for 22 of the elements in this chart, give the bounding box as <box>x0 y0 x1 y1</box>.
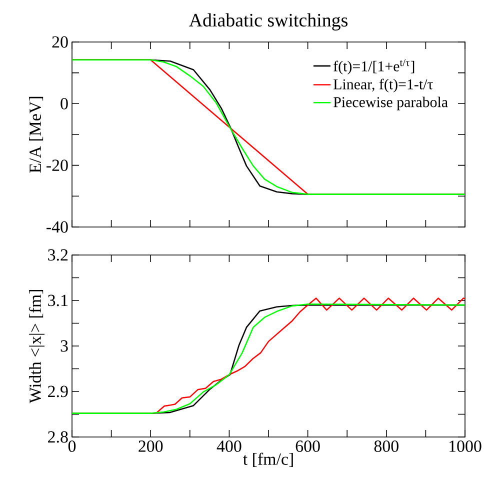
x-tick-label: 0 <box>68 440 76 452</box>
x-tick-label: 400 <box>216 440 242 452</box>
x-axis-title: t [fm/c] <box>243 452 293 467</box>
y-tick-label: 20 <box>52 36 68 48</box>
legend-label: Linear, f(t)=1-t/τ <box>334 78 433 92</box>
x-tick-label: 600 <box>296 440 320 452</box>
y-tick-label: 2.8 <box>48 431 68 443</box>
y-tick-label: -20 <box>46 160 68 172</box>
x-tick-label: 200 <box>138 440 163 452</box>
y-tick-label: 3 <box>60 340 68 352</box>
y-tick-label: 3.2 <box>48 249 68 261</box>
legend-label: Piecewise parabola <box>334 96 448 110</box>
legend-label: f(t)=1/[1+e$^{t/τ}$] <box>334 59 414 74</box>
y-axis-title: E/A [MeV] <box>29 96 44 173</box>
x-tick-label: 800 <box>374 440 398 452</box>
y-axis-title: Width <|x|> [fm] <box>28 290 44 404</box>
y-tick-label: 2.9 <box>48 386 68 398</box>
y-tick-label: 0 <box>60 98 68 110</box>
x-tick-label: 1000 <box>450 440 482 452</box>
y-tick-label: -40 <box>46 221 68 233</box>
y-tick-label: 3.1 <box>48 294 68 306</box>
chart-title: Adiabatic switchings <box>189 13 348 30</box>
